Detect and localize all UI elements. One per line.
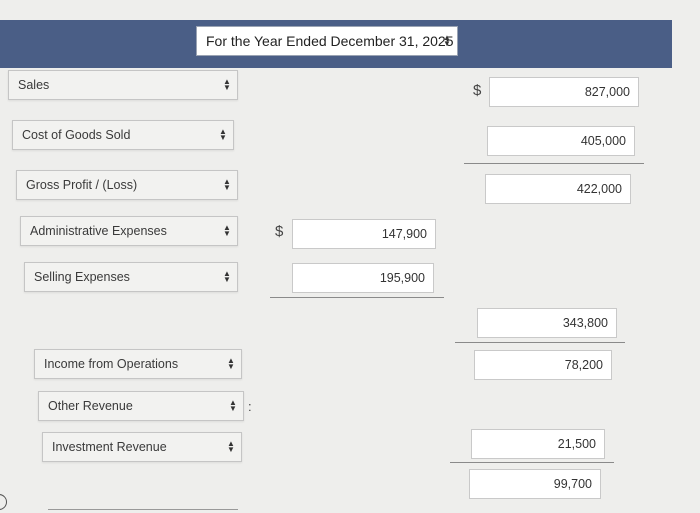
chevron-up-down-icon: ▲ ▼: [223, 269, 231, 284]
chevron-up-down-icon: ▲ ▼: [223, 223, 231, 238]
admin-expenses-dropdown[interactable]: Administrative Expenses ▲ ▼: [20, 216, 238, 246]
cogs-amount-value: 405,000: [580, 134, 626, 148]
subtotal-rule: [464, 163, 644, 164]
sales-label: Sales: [18, 78, 50, 92]
gross-profit-dropdown[interactable]: Gross Profit / (Loss) ▲ ▼: [16, 170, 238, 200]
investment-revenue-amount-input[interactable]: 21,500: [471, 429, 605, 459]
sales-dollar-sign: $: [473, 82, 482, 99]
net-total-amount-input[interactable]: 99,700: [469, 469, 601, 499]
cogs-label: Cost of Goods Sold: [22, 128, 131, 142]
expenses-dollar-sign: $: [275, 223, 284, 240]
investment-revenue-dropdown[interactable]: Investment Revenue ▲ ▼: [42, 432, 242, 462]
cogs-account-dropdown[interactable]: Cost of Goods Sold ▲ ▼: [12, 120, 234, 150]
expenses-subtotal-rule: [270, 297, 444, 298]
income-operations-amount-value: 78,200: [564, 358, 603, 372]
chevron-up-down-icon: ▲ ▼: [223, 177, 231, 192]
net-subtotal-rule: [450, 462, 614, 463]
admin-expenses-amount-input[interactable]: 147,900: [292, 219, 436, 249]
colon-text: :: [248, 399, 252, 414]
operations-subtotal-rule: [455, 342, 625, 343]
bottom-edge-rule: [48, 509, 238, 510]
sales-amount-value: 827,000: [584, 85, 630, 99]
income-operations-label: Income from Operations: [44, 357, 179, 371]
period-dropdown-label: For the Year Ended December 31, 2025: [206, 33, 454, 49]
chevron-up-down-icon: ▲ ▼: [229, 398, 237, 413]
sales-account-dropdown[interactable]: Sales ▲ ▼: [8, 70, 238, 100]
selling-expenses-amount-value: 195,900: [379, 271, 425, 285]
other-revenue-label: Other Revenue: [48, 399, 133, 413]
scroll-edge-mark: [0, 494, 7, 510]
cogs-amount-input[interactable]: 405,000: [487, 126, 635, 156]
other-revenue-dropdown[interactable]: Other Revenue ▲ ▼: [38, 391, 244, 421]
gross-profit-amount-input[interactable]: 422,000: [485, 174, 631, 204]
chevron-up-down-icon: ▲ ▼: [227, 356, 235, 371]
investment-revenue-amount-value: 21,500: [557, 437, 596, 451]
admin-expenses-amount-value: 147,900: [381, 227, 427, 241]
net-total-amount-value: 99,700: [553, 477, 592, 491]
income-operations-dropdown[interactable]: Income from Operations ▲ ▼: [34, 349, 242, 379]
selling-expenses-dropdown[interactable]: Selling Expenses ▲ ▼: [24, 262, 238, 292]
selling-expenses-label: Selling Expenses: [34, 270, 130, 284]
income-operations-amount-input[interactable]: 78,200: [474, 350, 612, 380]
sales-amount-input[interactable]: 827,000: [489, 77, 639, 107]
gross-profit-label: Gross Profit / (Loss): [26, 178, 138, 192]
chevron-up-down-icon: ▲ ▼: [227, 439, 235, 454]
gross-profit-amount-value: 422,000: [576, 182, 622, 196]
chevron-up-down-icon: ▲ ▼: [219, 127, 227, 142]
chevron-up-down-icon: ▲ ▼: [443, 33, 451, 48]
selling-expenses-amount-input[interactable]: 195,900: [292, 263, 434, 293]
chevron-up-down-icon: ▲ ▼: [223, 77, 231, 92]
investment-revenue-label: Investment Revenue: [52, 440, 167, 454]
total-expenses-amount-input[interactable]: 343,800: [477, 308, 617, 338]
period-dropdown[interactable]: For the Year Ended December 31, 2025 ▲ ▼: [196, 26, 458, 56]
total-expenses-amount-value: 343,800: [562, 316, 608, 330]
admin-expenses-label: Administrative Expenses: [30, 224, 167, 238]
